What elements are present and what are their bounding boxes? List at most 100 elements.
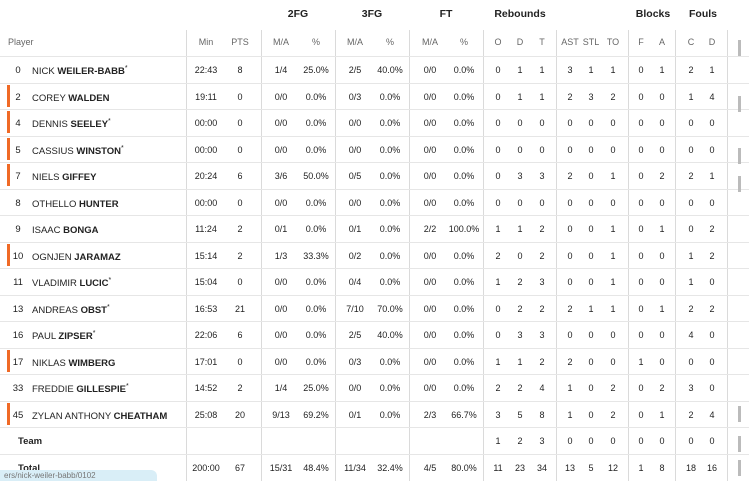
stat-cell: 0/0 <box>423 118 437 128</box>
column-header[interactable]: D <box>516 37 524 47</box>
row-divider <box>0 321 749 322</box>
player-number: 8 <box>15 197 21 209</box>
column-header[interactable]: M/A <box>346 37 364 47</box>
table-row: 0 NICK WEILER-BABB* 22:43 8 1/4 25.0% 2/5 40.0%… <box>0 56 749 83</box>
stat-cell: 1 <box>709 65 715 75</box>
scroll-edge-mark[interactable] <box>738 40 741 56</box>
stat-cell: 00:00 <box>194 118 218 128</box>
player-number: 45 <box>12 409 24 421</box>
stat-cell: 0 <box>588 409 594 420</box>
stat-cell: 0 <box>237 118 243 128</box>
column-header[interactable]: C <box>687 37 695 47</box>
table-row: 2 COREY WALDEN 19:11 0 0/0 0.0% 0/3 0.0% 0/0 0.0%… <box>0 83 749 110</box>
stat-cell: 0 <box>567 144 573 155</box>
column-header[interactable]: Min <box>198 37 214 47</box>
stat-cell: 15:14 <box>194 250 218 261</box>
stat-cell: 0 <box>709 277 715 287</box>
stat-cell: 0 <box>567 436 573 446</box>
column-header[interactable]: % <box>459 37 469 47</box>
column-header[interactable]: M/A <box>272 37 290 47</box>
player-name-link[interactable]: OTHELLO HUNTER <box>32 198 119 210</box>
column-header[interactable]: PTS <box>231 37 249 47</box>
player-first-name: DENNIS <box>32 119 68 131</box>
player-name-link[interactable]: ZYLAN ANTHONY CHEATHAM <box>32 410 167 422</box>
column-header[interactable]: F <box>638 37 644 47</box>
column-divider <box>335 30 336 481</box>
scroll-edge-mark[interactable] <box>738 148 741 164</box>
stat-cell: 0 <box>659 277 665 287</box>
column-header[interactable]: % <box>311 37 321 47</box>
player-last-name: GIFFEY <box>62 172 97 184</box>
stat-cell: 4 <box>688 330 694 340</box>
player-name-link[interactable]: DENNIS SEELEY* <box>32 118 111 130</box>
player-name-link[interactable]: VLADIMIR LUCIC* <box>32 277 111 289</box>
player-name-link[interactable]: COREY WALDEN <box>32 92 109 104</box>
stat-cell: 0 <box>709 356 715 367</box>
stat-cell: 23 <box>514 462 526 473</box>
stat-cell: 0.0% <box>379 144 401 155</box>
player-name-link[interactable]: FREDDIE GILLESPIE* <box>32 383 129 395</box>
column-header[interactable]: STL <box>582 37 600 47</box>
stat-cell: 16:53 <box>194 303 218 314</box>
stat-cell: 1 <box>610 250 616 261</box>
stat-cell: 200:00 <box>192 462 220 473</box>
column-header[interactable]: TO <box>606 37 620 47</box>
column-header[interactable]: % <box>385 37 395 47</box>
stat-cell: 16 <box>706 462 718 473</box>
stat-cell: 3 <box>539 277 545 287</box>
column-header[interactable]: T <box>539 37 545 47</box>
stat-cell: 0 <box>638 144 644 155</box>
stat-cell: 0.0% <box>379 356 401 367</box>
player-name-link[interactable]: NIELS GIFFEY <box>32 171 96 183</box>
row-divider <box>0 135 749 137</box>
group-header-3fg: 3FG <box>361 8 383 20</box>
player-name-link[interactable]: NICK WEILER-BABB* <box>32 65 128 77</box>
column-divider <box>556 30 557 481</box>
stat-cell: 6 <box>237 330 243 340</box>
scroll-edge-mark[interactable] <box>738 96 741 112</box>
scroll-edge-mark[interactable] <box>738 436 741 452</box>
stat-cell: 0 <box>638 436 644 446</box>
stat-cell: 3 <box>588 91 594 102</box>
stat-cell: 3 <box>539 436 545 446</box>
player-name-link[interactable]: PAUL ZIPSER* <box>32 330 95 342</box>
scroll-edge-mark[interactable] <box>738 460 741 476</box>
stat-cell: 2 <box>495 383 501 393</box>
stat-cell: 0 <box>237 144 243 155</box>
stat-cell: 0/1 <box>348 224 362 234</box>
stat-cell: 9/13 <box>272 409 290 420</box>
player-name-link[interactable]: CASSIUS WINSTON* <box>32 145 124 157</box>
stat-cell: 2 <box>237 250 243 261</box>
player-name-link[interactable]: NIKLAS WIMBERG <box>32 357 115 369</box>
column-header[interactable]: O <box>494 37 502 47</box>
starter-indicator <box>7 243 10 266</box>
stat-cell: 1 <box>495 356 501 367</box>
player-name-link[interactable]: ANDREAS OBST* <box>32 304 110 316</box>
table-row: 5 CASSIUS WINSTON* 00:00 0 0/0 0.0% 0/0 0.0% 0/0… <box>0 136 749 163</box>
stat-cell: 1 <box>659 409 665 420</box>
stat-cell: 1 <box>588 303 594 314</box>
stat-cell: 0.0% <box>379 383 401 393</box>
column-header[interactable]: M/A <box>421 37 439 47</box>
stat-cell: 0 <box>237 197 243 208</box>
column-header[interactable]: AST <box>561 37 579 47</box>
stat-cell: 0 <box>638 118 644 128</box>
column-header[interactable]: A <box>658 37 666 47</box>
scroll-edge-mark[interactable] <box>738 406 741 422</box>
stat-cell: 0/2 <box>348 250 362 261</box>
starter-indicator <box>7 164 10 186</box>
stat-cell: 0 <box>709 383 715 393</box>
player-name-link[interactable]: ISAAC BONGA <box>32 224 99 236</box>
column-header[interactable]: Player <box>8 37 34 47</box>
column-header[interactable]: D <box>708 37 716 47</box>
starter-indicator <box>7 349 10 372</box>
team-label: Team <box>18 436 43 447</box>
scroll-edge-mark[interactable] <box>738 176 741 192</box>
stat-cell: 1 <box>659 303 665 314</box>
stat-cell: 0/0 <box>423 91 437 102</box>
stat-cell: 2 <box>567 303 573 314</box>
player-name-link[interactable]: OGNJEN JARAMAZ <box>32 251 121 263</box>
stat-cell: 22:43 <box>194 65 218 75</box>
player-number: 16 <box>12 330 24 341</box>
group-header-row: 2FG 3FG FT Rebounds Blocks Fouls <box>0 0 749 26</box>
